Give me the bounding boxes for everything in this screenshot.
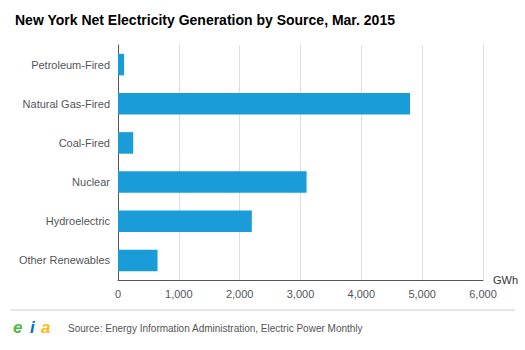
- svg-text:3,000: 3,000: [287, 288, 315, 300]
- svg-text:Source: Energy Information Adm: Source: Energy Information Administratio…: [68, 323, 363, 334]
- svg-text:4,000: 4,000: [348, 288, 376, 300]
- svg-text:0: 0: [115, 288, 121, 300]
- svg-text:New York Net Electricity Gener: New York Net Electricity Generation by S…: [15, 12, 395, 28]
- svg-text:Natural Gas-Fired: Natural Gas-Fired: [23, 98, 110, 110]
- svg-text:a: a: [41, 318, 50, 337]
- svg-text:Coal-Fired: Coal-Fired: [59, 137, 110, 149]
- svg-text:Other Renewables: Other Renewables: [19, 254, 111, 266]
- svg-text:i: i: [30, 318, 36, 337]
- svg-text:6,000: 6,000: [469, 288, 497, 300]
- svg-text:Nuclear: Nuclear: [72, 176, 110, 188]
- svg-text:Hydroelectric: Hydroelectric: [46, 215, 111, 227]
- svg-text:Petroleum-Fired: Petroleum-Fired: [31, 59, 110, 71]
- svg-text:GWh: GWh: [493, 274, 518, 286]
- svg-text:1,000: 1,000: [165, 288, 193, 300]
- svg-text:e: e: [13, 318, 22, 337]
- svg-text:2,000: 2,000: [226, 288, 254, 300]
- svg-text:5,000: 5,000: [408, 288, 436, 300]
